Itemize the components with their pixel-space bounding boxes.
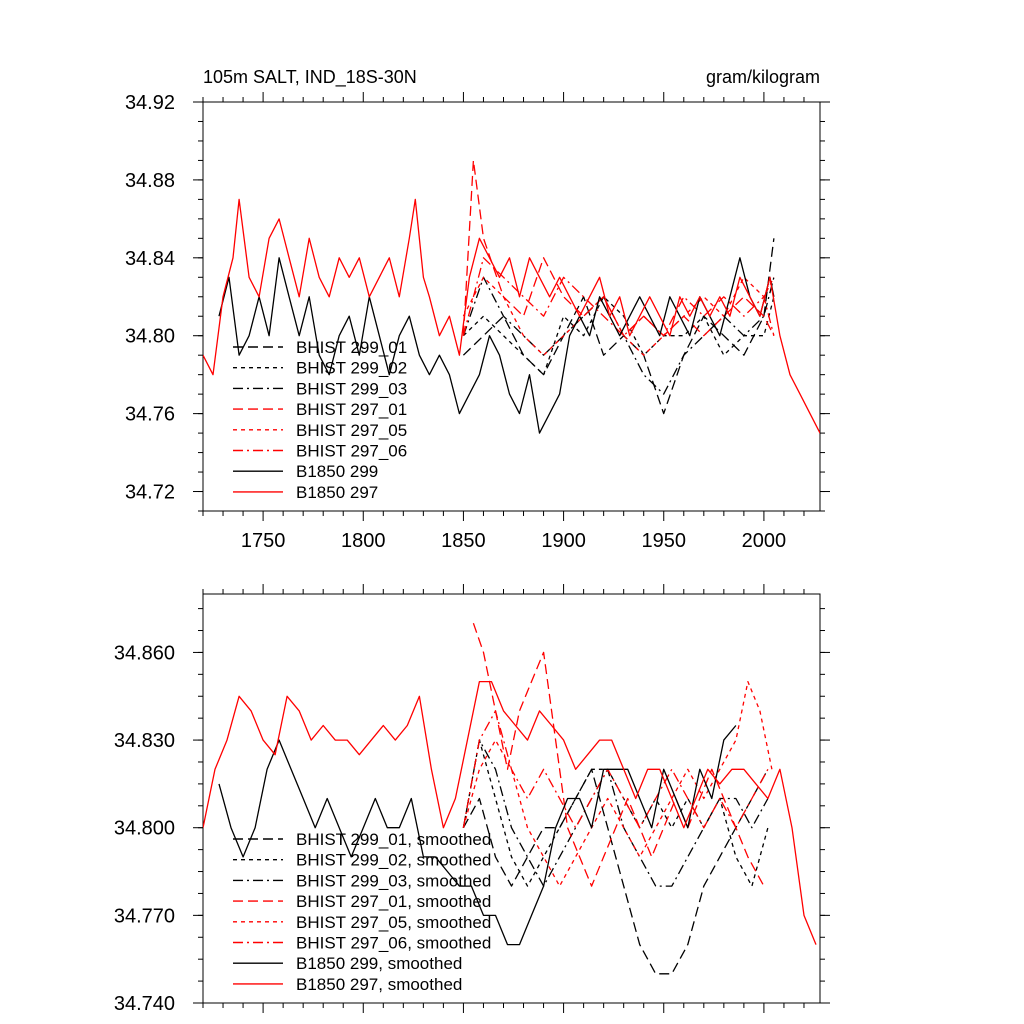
series-line [472,622,765,887]
x-tick-label: 1750 [241,530,286,552]
series-group [203,159,820,434]
series-line [462,768,769,975]
legend-label: B1850 297, smoothed [296,975,462,994]
series-line [462,680,773,887]
legend-label: B1850 299 [296,462,378,481]
y-tick-label: 34.84 [125,248,175,270]
legend-label: B1850 299, smoothed [296,954,462,973]
series-line [462,257,775,337]
y-tick-label: 34.72 [125,482,175,504]
y-tick-label: 34.92 [125,92,175,114]
series-line [218,725,737,946]
legend-label: BHIST 299_01 [296,338,407,357]
y-tick-label: 34.76 [125,404,175,426]
y-tick-label: 34.800 [114,818,175,840]
x-tick-label: 1950 [641,530,686,552]
legend-label: BHIST 297_06, smoothed [296,934,491,953]
legend-label: B1850 297 [296,483,378,502]
series-line [462,710,769,829]
x-tick-label: 1800 [341,530,386,552]
series-line [203,680,817,945]
legend-label: BHIST 297_01, smoothed [296,892,491,911]
plot-frame [202,593,821,1004]
y-tick-label: 34.80 [125,326,175,348]
x-tick-label: 1900 [541,530,586,552]
top-panel: 1750 1800 1850 1900 1950 2000 34.72 34.76 34.80 3… [125,92,830,552]
y-tick-label: 34.860 [114,642,175,664]
x-tick-label: 2000 [742,530,787,552]
top-title-right: gram/kilogram [706,67,820,87]
series-group [203,622,817,975]
x-tick-label: 1850 [441,530,486,552]
legend-label: BHIST 297_05, smoothed [296,913,491,932]
y-tick-label: 34.770 [114,905,175,927]
series-line [203,198,820,434]
y-tick-label: 34.740 [114,993,175,1015]
y-tick-label: 34.830 [114,730,175,752]
legend-label: BHIST 299_03, smoothed [296,871,491,890]
top-title-left: 105m SALT, IND_18S-30N [203,67,417,88]
plot-frame [202,101,821,512]
series-line [462,739,769,887]
bottom-panel: 34.740 34.770 34.800 34.830 34.860 BHIST 299_… [114,584,830,1015]
legend-label: BHIST 299_02, smoothed [296,851,491,870]
legend-label: BHIST 299_01, smoothed [296,830,491,849]
legend-label: BHIST 297_06 [296,442,407,461]
legend-label: BHIST 299_02 [296,359,407,378]
series-line [462,296,775,376]
legend-label: BHIST 297_05 [296,421,407,440]
series-line [462,739,769,887]
series-line [462,276,775,356]
y-tick-label: 34.88 [125,170,175,192]
series-line [218,257,775,434]
legend-label: BHIST 297_01 [296,400,407,419]
legend-label: BHIST 299_03 [296,379,407,398]
